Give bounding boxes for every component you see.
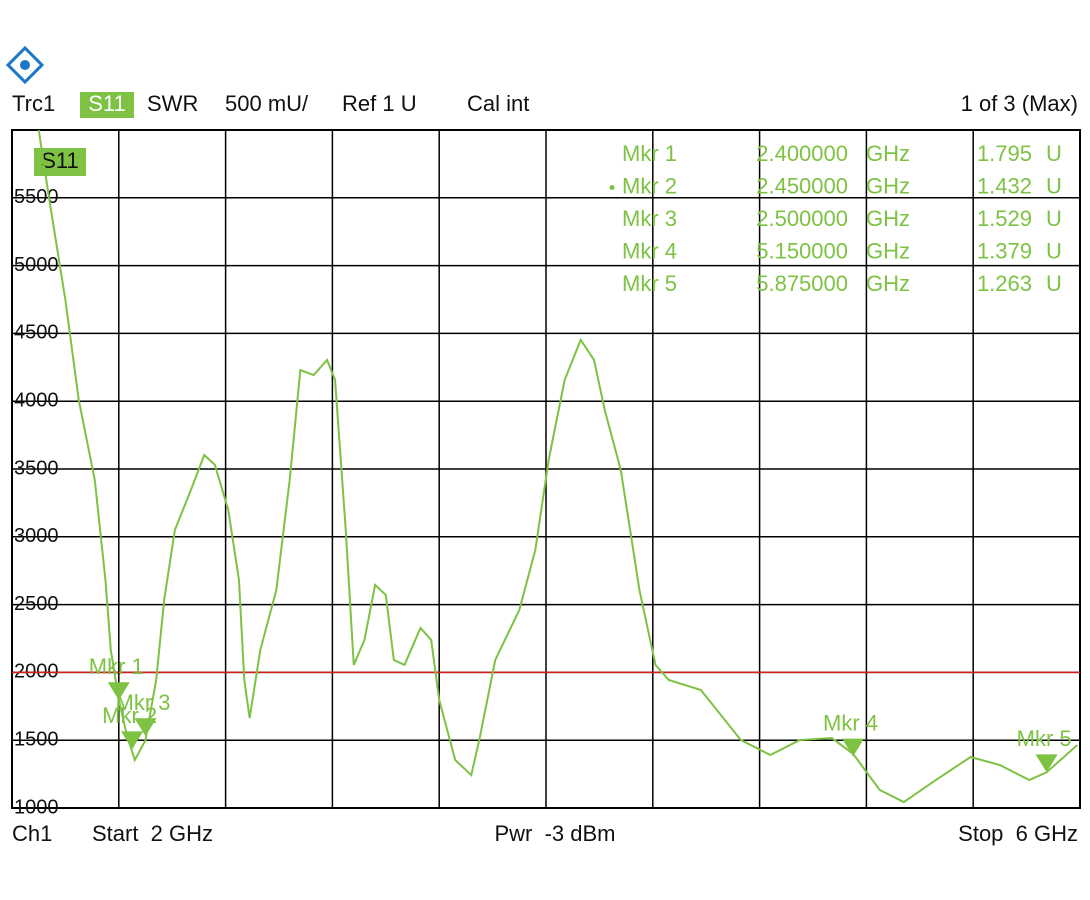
marker-triangle (1035, 754, 1058, 773)
active-marker-dot (609, 185, 615, 190)
y-tick-label: 1000 (14, 796, 59, 818)
format: SWR (147, 91, 198, 116)
marker-table-value: 1.432 (977, 173, 1032, 198)
marker-table-x-unit: GHz (866, 238, 910, 263)
y-tick-label: 4500 (14, 322, 59, 344)
marker-label: Mkr 4 (823, 710, 878, 735)
marker-table-x: 5.875000 (756, 271, 848, 296)
trace-name: Trc1 (12, 91, 55, 116)
marker-label: Mkr 1 (89, 654, 144, 679)
scale: 500 mU/ (225, 91, 309, 116)
y-tick-label: 5000 (14, 254, 59, 276)
marker-table-name: Mkr 4 (622, 238, 677, 263)
marker-table-value-unit: U (1046, 173, 1062, 198)
param: S11 (88, 91, 126, 116)
marker-triangle (134, 718, 157, 737)
page-indicator: 1 of 3 (Max) (961, 91, 1078, 116)
marker-table-name: Mkr 3 (622, 206, 677, 231)
ref: Ref 1 U (342, 91, 417, 116)
marker-label: Mkr 5 (1017, 726, 1072, 751)
marker-table-value: 1.263 (977, 271, 1032, 296)
marker-table-value-unit: U (1046, 141, 1062, 166)
marker-table-name: Mkr 5 (622, 271, 677, 296)
marker-table-x-unit: GHz (866, 173, 910, 198)
stop: Stop 6 GHz (958, 821, 1078, 846)
cal: Cal int (467, 91, 529, 116)
marker-triangle (121, 731, 144, 750)
marker-table-value-unit: U (1046, 206, 1062, 231)
logo (5, 45, 45, 85)
marker-triangle (842, 738, 865, 757)
channel: Ch1 (12, 821, 52, 846)
marker-table-x: 2.500000 (756, 206, 848, 231)
marker-table-x-unit: GHz (866, 141, 910, 166)
trace (37, 129, 1078, 804)
marker-table-x: 2.450000 (756, 173, 848, 198)
y-tick-label: 4000 (14, 389, 59, 411)
y-tick-label: 2500 (14, 593, 59, 615)
marker-table-value: 1.529 (977, 206, 1032, 231)
y-tick-label: 3000 (14, 525, 59, 547)
param-badge (80, 92, 134, 118)
marker-table-x: 5.150000 (756, 238, 848, 263)
marker-table-name: Mkr 1 (622, 141, 677, 166)
power: Pwr -3 dBm (494, 821, 615, 846)
marker-table-value: 1.795 (977, 141, 1032, 166)
marker-table-name: Mkr 2 (622, 173, 677, 198)
marker-table-value-unit: U (1046, 271, 1062, 296)
marker-table-x-unit: GHz (866, 206, 910, 231)
marker-table-value-unit: U (1046, 238, 1062, 263)
y-tick-label: 5500 (14, 186, 59, 208)
y-tick-label: 3500 (14, 457, 59, 479)
y-tick-label: 1500 (14, 728, 59, 750)
marker-table-value: 1.379 (977, 238, 1032, 263)
marker-triangle (107, 682, 130, 701)
start: Start 2 GHz (92, 821, 213, 846)
marker-table-x: 2.400000 (756, 141, 848, 166)
marker-table-x-unit: GHz (866, 271, 910, 296)
trace-label: S11 (41, 148, 79, 173)
marker-label: Mkr 3 (116, 690, 171, 715)
